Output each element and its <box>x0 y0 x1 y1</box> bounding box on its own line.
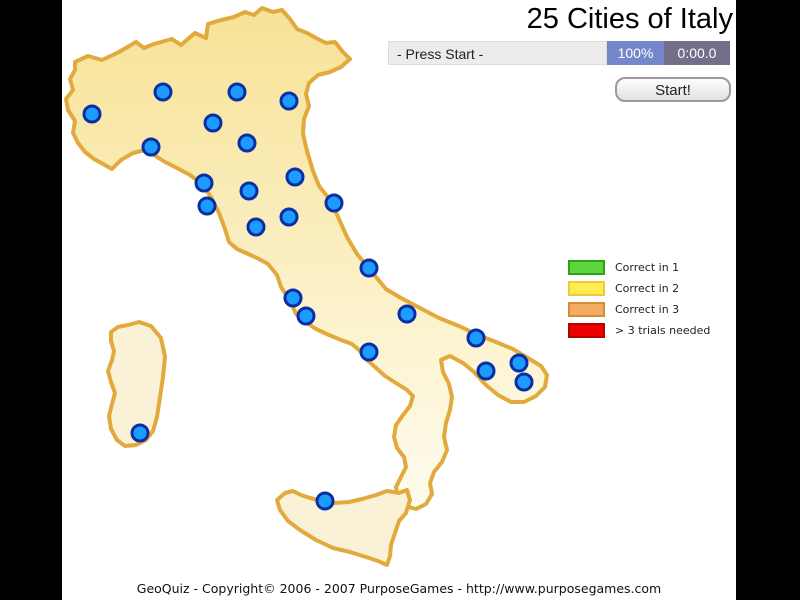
legend-label: Correct in 2 <box>615 282 680 295</box>
city-dot[interactable] <box>296 306 316 326</box>
city-dot[interactable] <box>153 82 173 102</box>
city-dot[interactable] <box>203 113 223 133</box>
page-title: 25 Cities of Italy <box>526 3 733 35</box>
legend-item: Correct in 3 <box>568 302 738 317</box>
quiz-timer: 0:00.0 <box>664 41 730 65</box>
letterbox-left <box>0 0 62 600</box>
legend-item: Correct in 2 <box>568 281 738 296</box>
city-dot[interactable] <box>359 342 379 362</box>
italy-mainland <box>64 6 549 511</box>
legend-swatch <box>568 260 605 275</box>
city-dot[interactable] <box>476 361 496 381</box>
city-dot[interactable] <box>239 181 259 201</box>
legend: Correct in 1 Correct in 2 Correct in 3 > 3 … <box>568 260 738 344</box>
footer-credit: GeoQuiz - Copyright© 2006 - 2007 Purpose… <box>136 581 662 596</box>
city-dot[interactable] <box>315 491 335 511</box>
legend-swatch <box>568 323 605 338</box>
city-dot[interactable] <box>509 353 529 373</box>
city-dot[interactable] <box>324 193 344 213</box>
status-bar: - Press Start - 100% 0:00.0 <box>388 41 730 65</box>
city-dot[interactable] <box>283 288 303 308</box>
legend-item: > 3 trials needed <box>568 323 738 338</box>
city-dot[interactable] <box>466 328 486 348</box>
city-dot[interactable] <box>279 207 299 227</box>
city-dot[interactable] <box>197 196 217 216</box>
city-dot[interactable] <box>237 133 257 153</box>
start-button[interactable]: Start! <box>615 77 731 102</box>
sicily-island <box>275 488 412 567</box>
city-dot[interactable] <box>194 173 214 193</box>
sardinia-island <box>106 320 167 448</box>
city-dot[interactable] <box>359 258 379 278</box>
legend-label: Correct in 1 <box>615 261 680 274</box>
status-message: - Press Start - <box>388 41 607 65</box>
city-dot[interactable] <box>246 217 266 237</box>
legend-label: Correct in 3 <box>615 303 680 316</box>
legend-item: Correct in 1 <box>568 260 738 275</box>
quiz-progress: 100% <box>607 41 664 65</box>
legend-swatch <box>568 302 605 317</box>
legend-label: > 3 trials needed <box>615 324 711 337</box>
city-dot[interactable] <box>227 82 247 102</box>
city-dots-layer <box>82 82 534 511</box>
city-dot[interactable] <box>514 372 534 392</box>
city-dot[interactable] <box>285 167 305 187</box>
city-dot[interactable] <box>279 91 299 111</box>
city-dot[interactable] <box>397 304 417 324</box>
city-dot[interactable] <box>130 423 150 443</box>
letterbox-right <box>736 0 800 600</box>
city-dot[interactable] <box>141 137 161 157</box>
legend-swatch <box>568 281 605 296</box>
city-dot[interactable] <box>82 104 102 124</box>
